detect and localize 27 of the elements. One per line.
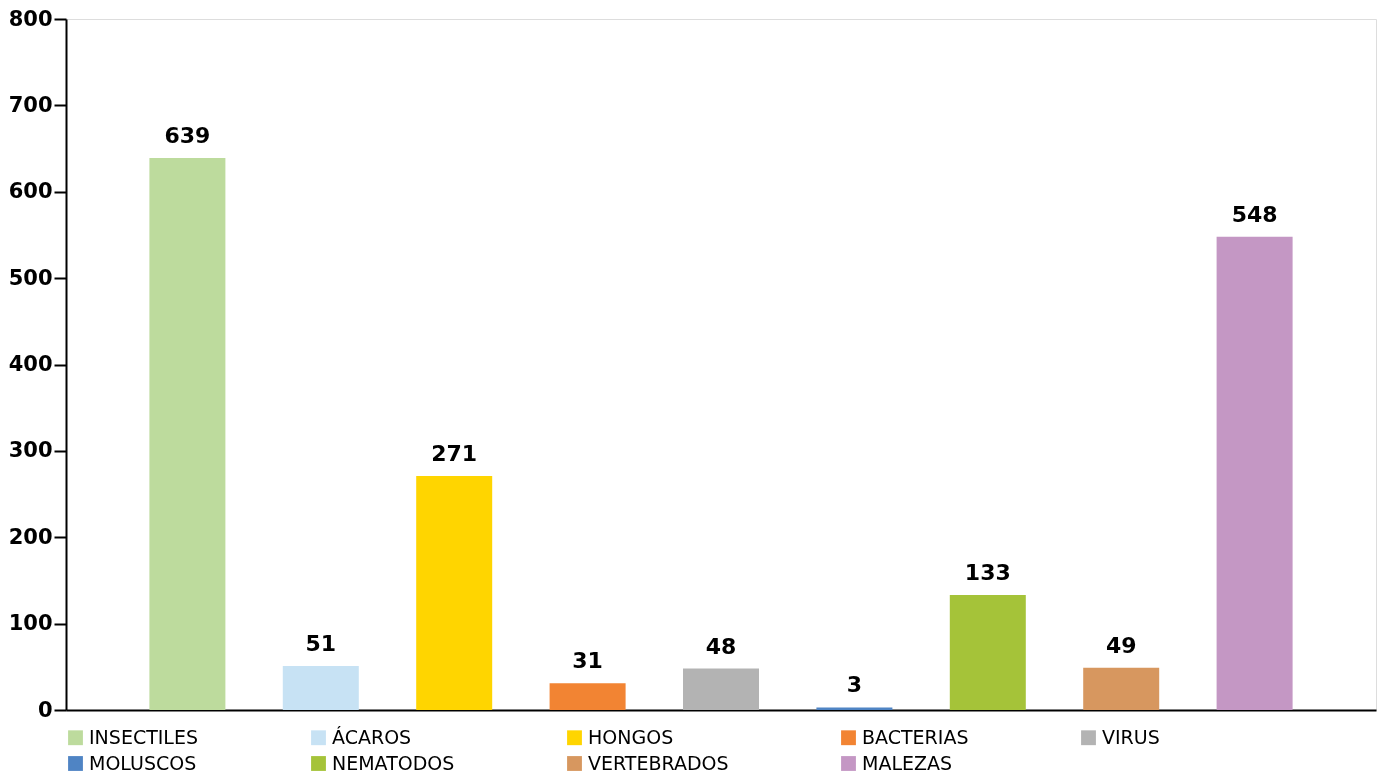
data-label: 548 [1231, 201, 1278, 227]
data-label: 133 [964, 560, 1011, 586]
y-tick-label: 700 [8, 92, 53, 117]
y-tick-label: 600 [8, 179, 53, 204]
data-label: 271 [431, 440, 478, 466]
data-label: 639 [164, 123, 211, 149]
y-tick-label: 100 [8, 611, 53, 636]
y-tick-label: 200 [8, 524, 53, 549]
y-tick-label: 300 [8, 438, 53, 463]
data-label: 31 [572, 648, 603, 674]
legend-label: BACTERIAS [862, 725, 969, 748]
y-tick-label: 0 [37, 697, 53, 722]
data-label: 49 [1105, 632, 1137, 658]
legend-label: MALEZAS [862, 751, 953, 774]
y-tick-label: 400 [8, 352, 53, 376]
data-label: 51 [305, 630, 337, 656]
legend-label: HONGOS [588, 725, 674, 748]
legend-label: MOLUSCOS [89, 751, 197, 774]
legend-label: ÁCAROS [332, 725, 412, 748]
legend-label: NEMATODOS [332, 751, 455, 774]
legend-label: VIRUS [1102, 725, 1160, 748]
legend-label: VERTEBRADOS [588, 751, 729, 774]
y-tick-label: 800 [8, 6, 53, 31]
data-label: 3 [846, 672, 863, 698]
y-tick-label: 500 [8, 265, 53, 290]
legend-label: INSECTILES [89, 725, 199, 748]
data-label: 48 [705, 633, 737, 659]
